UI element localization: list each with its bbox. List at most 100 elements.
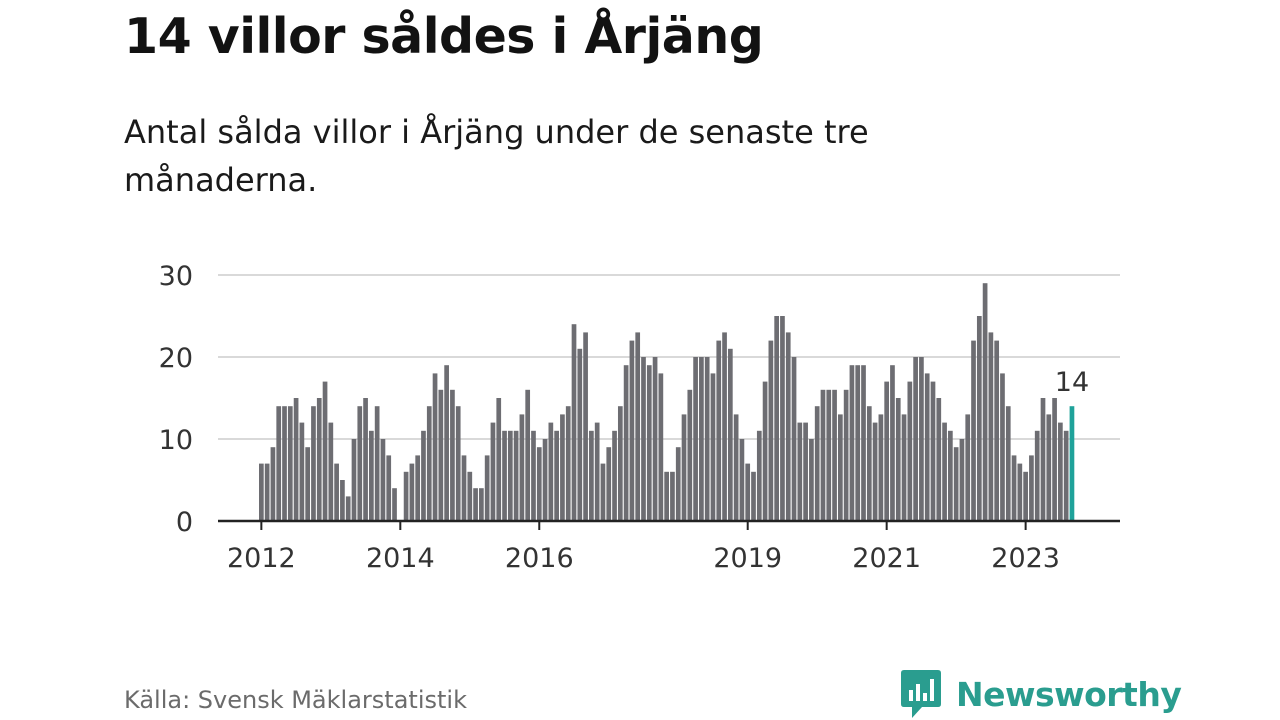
highlight-bar bbox=[1069, 406, 1075, 521]
bar bbox=[600, 463, 606, 521]
bar bbox=[450, 389, 455, 521]
bar bbox=[687, 389, 693, 521]
bar bbox=[641, 357, 646, 521]
bar bbox=[762, 381, 768, 521]
bar bbox=[606, 447, 612, 521]
bar bbox=[351, 439, 357, 521]
bar bbox=[901, 414, 907, 521]
bar bbox=[502, 430, 507, 521]
bar bbox=[1052, 398, 1057, 521]
bar bbox=[305, 447, 311, 521]
bar bbox=[919, 357, 924, 521]
bar bbox=[438, 389, 444, 521]
bar bbox=[768, 340, 774, 521]
bar bbox=[658, 373, 664, 521]
x-tick-label: 2012 bbox=[227, 543, 296, 574]
bar bbox=[444, 365, 449, 521]
bar bbox=[936, 398, 942, 521]
bar bbox=[594, 422, 600, 521]
bar bbox=[838, 414, 843, 521]
bar bbox=[629, 340, 635, 521]
bar bbox=[861, 365, 866, 521]
bar bbox=[913, 357, 918, 521]
bar bbox=[924, 373, 930, 521]
bar bbox=[884, 381, 890, 521]
bar bbox=[299, 422, 305, 521]
bar bbox=[722, 332, 727, 521]
bar bbox=[461, 455, 467, 521]
bar bbox=[565, 406, 571, 521]
bar bbox=[270, 447, 276, 521]
bar bbox=[953, 447, 959, 521]
bar bbox=[994, 340, 1000, 521]
bar bbox=[803, 422, 808, 521]
bar bbox=[490, 422, 496, 521]
bar bbox=[646, 365, 652, 521]
x-tick-label: 2016 bbox=[505, 543, 574, 574]
bar bbox=[843, 389, 849, 521]
bar bbox=[826, 389, 832, 521]
x-tick-label: 2014 bbox=[366, 543, 435, 574]
bar bbox=[293, 398, 299, 521]
bar bbox=[791, 357, 797, 521]
bar bbox=[531, 430, 536, 521]
latest-value-label: 14 bbox=[1055, 367, 1089, 398]
bar bbox=[965, 414, 971, 521]
bar bbox=[334, 463, 339, 521]
bar bbox=[820, 389, 826, 521]
value-labels: 14 bbox=[1055, 367, 1089, 398]
bar bbox=[1005, 406, 1011, 521]
bar bbox=[282, 406, 287, 521]
bar bbox=[340, 480, 345, 521]
bar bbox=[1046, 414, 1052, 521]
bar bbox=[623, 365, 629, 521]
bar bbox=[513, 430, 519, 521]
bar bbox=[612, 430, 617, 521]
bar bbox=[664, 471, 669, 521]
bar bbox=[415, 455, 421, 521]
bar-chart: 0 10 20 30 2012 2014 2016 2019 2021 2023 14 bbox=[159, 261, 1120, 574]
bar bbox=[554, 430, 559, 521]
bar bbox=[496, 398, 502, 521]
bar bbox=[959, 439, 965, 521]
bar bbox=[421, 430, 426, 521]
bar bbox=[380, 439, 386, 521]
bar bbox=[982, 283, 988, 521]
bar bbox=[1000, 373, 1005, 521]
bar bbox=[814, 406, 820, 521]
bar bbox=[652, 357, 658, 521]
bar bbox=[907, 381, 913, 521]
bar bbox=[617, 406, 623, 521]
bar bbox=[484, 455, 490, 521]
bar bbox=[855, 365, 861, 521]
bar bbox=[733, 414, 739, 521]
bar bbox=[316, 398, 322, 521]
bar bbox=[1011, 455, 1017, 521]
brand-logo[interactable]: Newsworthy bbox=[900, 668, 1182, 720]
bar bbox=[386, 455, 392, 521]
bar bbox=[1023, 471, 1028, 521]
bar bbox=[519, 414, 525, 521]
bar bbox=[357, 406, 363, 521]
bar bbox=[571, 324, 577, 521]
bar bbox=[681, 414, 687, 521]
bar bbox=[560, 414, 565, 521]
bar bbox=[409, 463, 415, 521]
bar bbox=[1058, 422, 1063, 521]
bar bbox=[710, 373, 716, 521]
bar bbox=[971, 340, 976, 521]
y-tick-label: 0 bbox=[176, 507, 193, 538]
bar bbox=[895, 398, 901, 521]
bar bbox=[774, 316, 780, 521]
bar bbox=[403, 471, 409, 521]
bar bbox=[866, 406, 872, 521]
bar bbox=[930, 381, 936, 521]
bar bbox=[948, 430, 953, 521]
brand-name: Newsworthy bbox=[956, 674, 1182, 714]
bar bbox=[363, 398, 368, 521]
bar bbox=[675, 447, 681, 521]
bar bbox=[988, 332, 994, 521]
bar bbox=[872, 422, 878, 521]
bar bbox=[716, 340, 722, 521]
bar bbox=[322, 381, 328, 521]
